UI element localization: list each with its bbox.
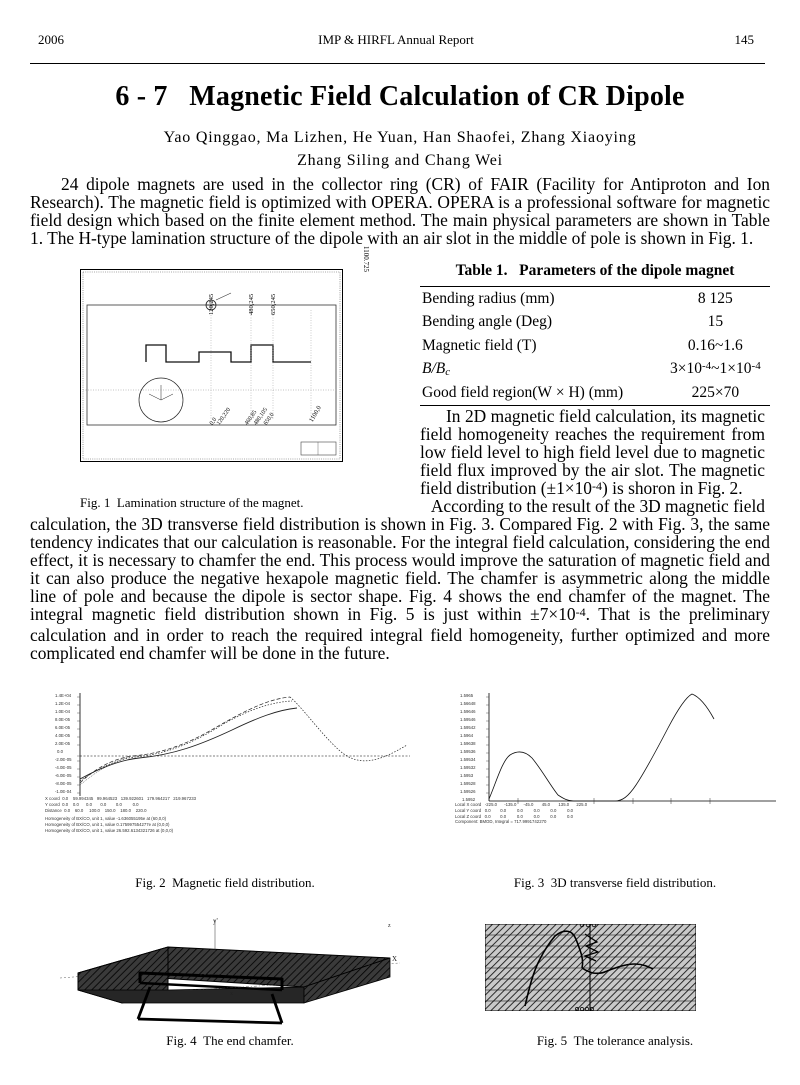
svg-text:y': y' (213, 917, 218, 925)
svg-text:1.59532: 1.59532 (460, 765, 476, 770)
svg-text:1.56648: 1.56648 (460, 701, 476, 706)
svg-text:1.59542: 1.59542 (460, 725, 476, 730)
svg-text:1.5965: 1.5965 (460, 693, 474, 698)
svg-text:1.59536: 1.59536 (460, 749, 476, 754)
svg-text:1.59638: 1.59638 (460, 741, 476, 746)
svg-text:4.0E-05: 4.0E-05 (55, 733, 71, 738)
svg-text:8.0E-05: 8.0E-05 (55, 717, 71, 722)
svg-text:-2.0E-05: -2.0E-05 (55, 757, 72, 762)
svg-text:-8.0E-05: -8.0E-05 (55, 781, 72, 786)
svg-text:-1.0E-04: -1.0E-04 (55, 789, 72, 794)
svg-text:1.59546: 1.59546 (460, 717, 476, 722)
svg-text:1.4E+04: 1.4E+04 (55, 693, 72, 698)
svg-text:1.59528: 1.59528 (460, 781, 476, 786)
svg-text:-4.0E-05: -4.0E-05 (55, 765, 72, 770)
svg-text:1.5953: 1.5953 (460, 773, 474, 778)
svg-text:X: X (392, 955, 397, 963)
svg-text:x: x (230, 991, 233, 997)
svg-text:1.59526: 1.59526 (460, 789, 476, 794)
svg-text:1.5964: 1.5964 (460, 733, 474, 738)
svg-text:1.2E-04: 1.2E-04 (55, 701, 71, 706)
svg-text:1.59534: 1.59534 (460, 757, 476, 762)
svg-text:1.0E-04: 1.0E-04 (55, 709, 71, 714)
svg-text:0.0: 0.0 (57, 749, 64, 754)
svg-text:-6.0E-05: -6.0E-05 (55, 773, 72, 778)
svg-text:2.0E-05: 2.0E-05 (55, 741, 71, 746)
svg-text:6.0E-05: 6.0E-05 (55, 725, 71, 730)
svg-text:z: z (388, 923, 391, 929)
svg-text:1.59646: 1.59646 (460, 709, 476, 714)
